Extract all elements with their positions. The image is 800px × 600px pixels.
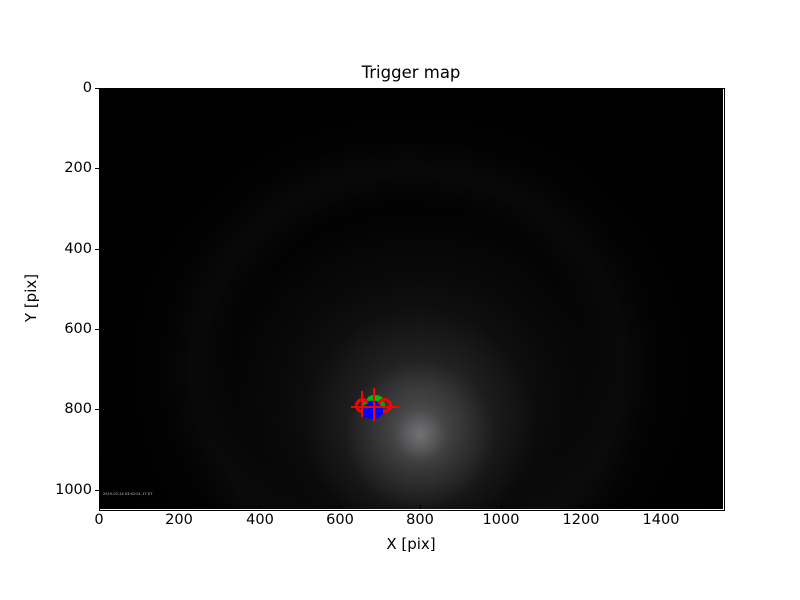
ytick-mark [95,249,99,250]
background-glow-mid [209,213,629,509]
ytick-mark [95,88,99,89]
background-glow-ring [129,108,689,509]
source-blob-green-icon [367,395,383,405]
source-blob-blue-icon [361,404,383,418]
xtick-label-0: 0 [94,512,104,528]
source-blob-green-tail-icon [361,400,385,409]
ytick-label-0: 0 [82,80,92,96]
background-glow-inner [305,320,535,509]
xtick-label-1000: 1000 [482,512,520,528]
xtick-label-400: 400 [246,512,274,528]
xtick-mark [260,505,261,509]
xtick-label-600: 600 [326,512,354,528]
xtick-mark [179,505,180,509]
ytick-label-800: 800 [64,401,92,417]
ytick-mark [95,490,99,491]
xtick-mark [581,505,582,509]
x-axis-label: X [pix] [386,535,436,553]
background-glow-outer [99,88,723,509]
xtick-mark [340,505,341,509]
source-blob-blue-core-icon [367,401,379,419]
background-glow-core [345,360,495,509]
xtick-mark [99,505,100,509]
ytick-mark [95,329,99,330]
detection-circle-center-icon [367,401,380,414]
timestamp-annotation: 2019-03-24 03:42:01.17 UT [103,492,153,496]
xtick-label-1200: 1200 [562,512,600,528]
ytick-mark [95,168,99,169]
crosshair-horizontal-icon [351,406,399,408]
ytick-label-200: 200 [64,160,92,176]
ytick-label-1000: 1000 [55,482,92,498]
xtick-mark [420,505,421,509]
xtick-mark [501,505,502,509]
ytick-label-600: 600 [64,321,92,337]
xtick-label-200: 200 [165,512,193,528]
crosshair-vertical-secondary-icon [361,391,363,417]
y-axis-label: Y [pix] [22,273,40,323]
ytick-mark [95,409,99,410]
plot-title: Trigger map [361,63,461,82]
ytick-label-400: 400 [64,241,92,257]
trigger-map-image[interactable]: 2019-03-24 03:42:01.17 UT [99,88,723,509]
detection-marker-cluster [99,88,723,509]
detection-circle-left-icon [355,398,370,413]
xtick-mark [661,505,662,509]
xtick-label-1400: 1400 [642,512,680,528]
crosshair-vertical-icon [373,388,375,421]
detection-circle-right-icon [377,398,392,413]
xtick-label-800: 800 [406,512,434,528]
